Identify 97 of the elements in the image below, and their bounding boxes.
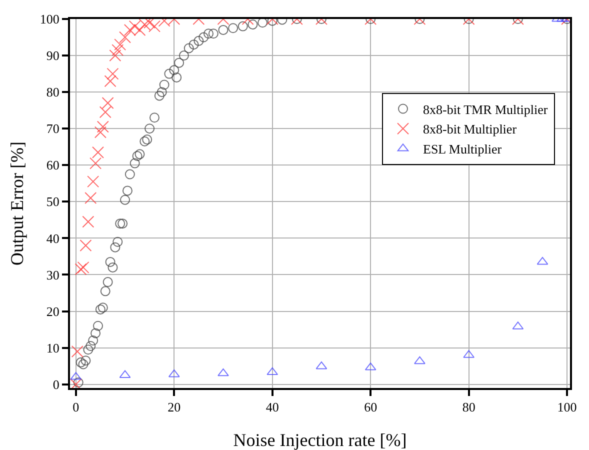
point <box>87 176 100 188</box>
point <box>124 169 135 180</box>
point <box>83 344 94 355</box>
point <box>134 149 145 160</box>
y-tick-label: 0 <box>52 376 60 392</box>
point <box>98 302 108 313</box>
point <box>112 44 124 56</box>
point <box>266 367 278 376</box>
point <box>74 263 87 276</box>
y-tick-label: 80 <box>46 84 60 100</box>
x-tick-label: 0 <box>72 400 80 415</box>
point <box>204 28 214 39</box>
point <box>77 261 90 274</box>
point <box>414 356 426 364</box>
x-tick-label: 20 <box>168 400 181 415</box>
point <box>94 126 106 138</box>
point <box>132 151 142 161</box>
point <box>198 32 209 42</box>
point <box>178 50 189 61</box>
x-tick-label: 40 <box>266 400 279 415</box>
point <box>154 90 164 101</box>
point <box>208 28 218 39</box>
point <box>118 218 128 229</box>
point <box>96 120 109 133</box>
y-tick-label: 30 <box>46 267 60 282</box>
point <box>106 68 119 80</box>
point <box>228 23 238 34</box>
point <box>218 24 228 35</box>
point <box>144 124 155 134</box>
point <box>174 58 184 68</box>
y-tick-label: 60 <box>46 158 60 173</box>
point <box>122 186 132 196</box>
point <box>120 194 130 205</box>
y-tick-label: 70 <box>46 121 60 136</box>
point <box>238 21 248 32</box>
point <box>73 378 84 388</box>
point <box>99 106 112 118</box>
point <box>108 262 118 272</box>
legend-label: ESL Multiplier <box>423 142 502 157</box>
point <box>149 112 160 123</box>
point <box>84 192 97 204</box>
legend-label: 8x8-bit TMR Multiplier <box>423 102 548 117</box>
point <box>119 31 132 44</box>
x-tick-label: 100 <box>557 400 577 415</box>
point <box>95 304 106 314</box>
point <box>248 19 258 30</box>
point <box>159 80 170 90</box>
point <box>172 72 182 82</box>
y-tick-label: 40 <box>46 230 60 246</box>
point <box>105 256 116 267</box>
point <box>88 336 98 346</box>
point <box>194 36 204 46</box>
point <box>71 345 84 358</box>
y-axis-title: Output Error [%] <box>7 142 27 266</box>
point <box>188 40 199 50</box>
point <box>258 19 268 28</box>
point <box>168 369 180 378</box>
point <box>142 134 152 145</box>
point <box>82 216 94 228</box>
point <box>80 240 92 252</box>
point <box>115 218 126 229</box>
legend-label: 8x8-bit Multiplier <box>423 122 518 137</box>
y-tick-label: 100 <box>40 12 60 27</box>
point <box>70 378 82 388</box>
point <box>102 97 114 110</box>
point <box>90 328 101 338</box>
point <box>90 157 102 170</box>
point <box>156 87 167 98</box>
x-tick-label: 60 <box>364 400 378 415</box>
point <box>114 38 126 51</box>
point <box>316 361 328 370</box>
x-axis-title: Noise Injection rate [%] <box>233 430 407 450</box>
point <box>184 43 194 54</box>
point <box>76 357 86 368</box>
point <box>164 68 174 79</box>
point <box>78 359 88 370</box>
point <box>218 368 229 376</box>
y-tick-label: 20 <box>46 304 60 319</box>
point <box>130 158 140 168</box>
point <box>110 242 120 252</box>
point <box>169 65 180 76</box>
point <box>109 50 122 62</box>
point <box>104 75 116 88</box>
point <box>100 286 110 296</box>
point <box>140 136 150 146</box>
y-tick-label: 50 <box>46 194 60 210</box>
x-tick-label: 80 <box>462 400 476 415</box>
point <box>112 236 123 247</box>
y-tick-label: 10 <box>46 340 60 356</box>
point <box>93 320 103 331</box>
point <box>102 277 113 288</box>
point <box>80 356 91 366</box>
point <box>86 340 96 351</box>
y-tick-label: 90 <box>46 48 60 64</box>
point <box>536 256 548 265</box>
point <box>92 146 104 158</box>
point <box>144 19 156 29</box>
